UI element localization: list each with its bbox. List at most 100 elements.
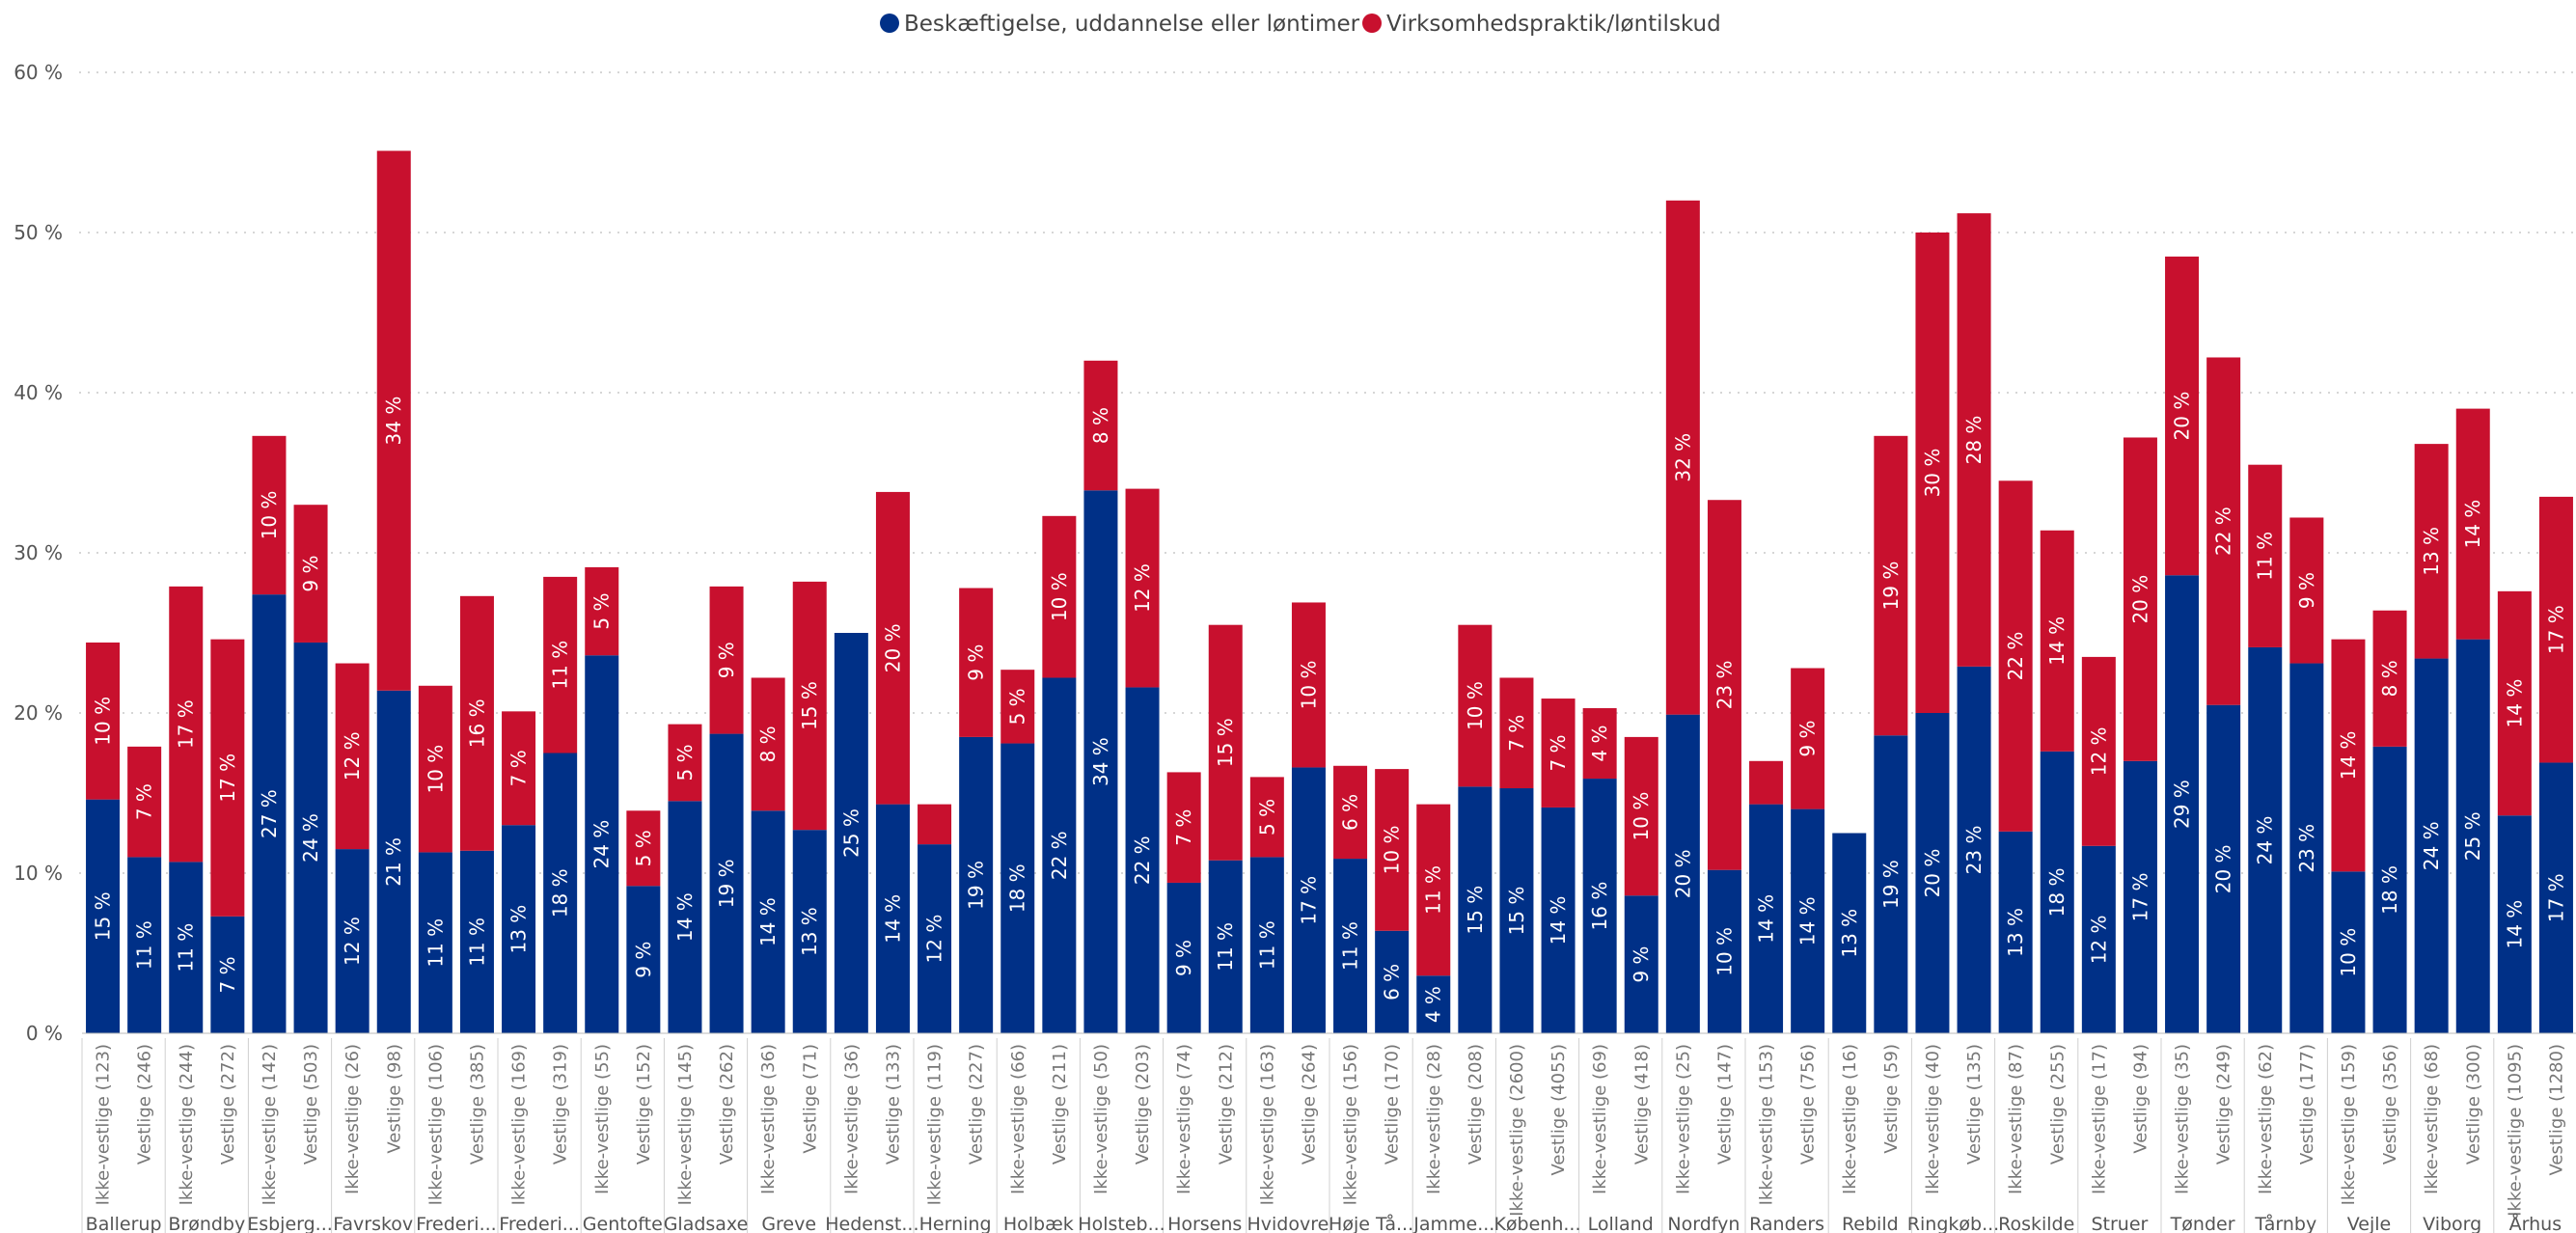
x-group-label: Rebild — [1842, 1214, 1899, 1233]
data-label-internship: 20 % — [2171, 392, 2194, 441]
x-group-label: Jamme... — [1412, 1214, 1494, 1233]
bar-segment-employment — [2248, 646, 2283, 1033]
bar-segment-employment — [2372, 746, 2407, 1033]
bar-segment-internship — [2081, 656, 2116, 846]
data-label-employment: 12 % — [923, 915, 946, 964]
bar-segment-internship — [2414, 444, 2449, 659]
data-label-employment: 10 % — [2337, 928, 2360, 977]
bar-segment-internship — [2455, 408, 2490, 640]
bar-segment-employment — [1083, 490, 1118, 1033]
y-axis: 0 % 10 % 20 % 30 % 40 % 50 % 60 % — [14, 61, 63, 1045]
bar-segment-employment — [1208, 860, 1243, 1033]
data-label-internship: 10 % — [1297, 661, 1320, 710]
x-category-label: Ikke-vestlige (87) — [2006, 1044, 2026, 1194]
y-tick-label: 0 % — [26, 1022, 63, 1045]
gridlines — [79, 71, 2574, 874]
bar-segment-internship — [1749, 760, 1784, 805]
bar-segment-employment — [1291, 767, 1326, 1033]
x-category-label: Ikke-vestlige (35) — [2173, 1044, 2193, 1194]
x-group-label: Frederi... — [416, 1214, 497, 1233]
data-label-internship: 7 % — [1172, 809, 1195, 846]
data-label-employment: 22 % — [1048, 831, 1071, 880]
x-group-label: Gentofte — [583, 1214, 663, 1233]
data-label-internship: 16 % — [465, 699, 488, 748]
bar-segment-employment — [1791, 808, 1825, 1033]
data-label-internship: 8 % — [756, 726, 780, 762]
data-labels: 15 % 10 % 11 % 7 % 11 % 17 % 7 % 17 % 27 % 10 % 24… — [92, 392, 2568, 1024]
bar-segment-employment — [668, 801, 702, 1033]
x-group-label: Herning — [919, 1214, 992, 1233]
x-group-label: Horsens — [1167, 1214, 1242, 1233]
x-group-label: Greve — [761, 1214, 816, 1233]
data-label-employment: 27 % — [258, 789, 281, 838]
data-label-employment: 12 % — [341, 917, 364, 966]
data-label-internship: 22 % — [2212, 507, 2235, 556]
data-label-employment: 18 % — [549, 868, 572, 918]
bar-segment-internship — [293, 505, 328, 643]
x-category-label: Ikke-vestlige (62) — [2256, 1044, 2276, 1194]
bar-segment-internship — [2206, 357, 2241, 705]
bar-segment-employment — [2289, 663, 2324, 1033]
data-label-employment: 13 % — [2004, 908, 2027, 957]
data-label-internship: 9 % — [299, 556, 322, 592]
data-label-employment: 17 % — [2544, 873, 2567, 922]
x-group-label: Århus — [2509, 1213, 2562, 1233]
data-label-employment: 24 % — [2254, 816, 2277, 865]
data-label-internship: 12 % — [1131, 563, 1154, 613]
x-category-label: Vestlige (4055) — [1548, 1044, 1569, 1176]
x-category-label: Vestlige (249) — [2214, 1044, 2234, 1164]
x-category-label: Ikke-vestlige (74) — [1174, 1044, 1194, 1194]
x-group-label: Holsteb... — [1078, 1214, 1165, 1233]
bar-segment-employment — [1582, 779, 1617, 1033]
bar-segment-internship — [1624, 736, 1658, 896]
data-label-internship: 19 % — [1879, 562, 1903, 611]
bar-segment-employment — [127, 857, 162, 1033]
bar-segment-internship — [2331, 639, 2366, 872]
data-label-employment: 4 % — [1422, 986, 1445, 1023]
data-label-internship: 17 % — [2544, 605, 2567, 654]
data-label-internship: 10 % — [424, 745, 447, 794]
bar-segment-internship — [1541, 699, 1576, 808]
bar-segment-internship — [2497, 590, 2532, 816]
data-label-employment: 15 % — [1505, 887, 1528, 936]
bar-segment-internship — [1499, 677, 1534, 789]
data-label-employment: 24 % — [299, 813, 322, 863]
x-category-label: Vestlige (227) — [967, 1044, 987, 1164]
data-label-employment: 25 % — [839, 808, 863, 858]
data-label-employment: 18 % — [2378, 865, 2401, 915]
data-label-employment: 12 % — [2087, 915, 2110, 964]
x-category-label: Vestlige (300) — [2463, 1044, 2483, 1164]
data-label-internship: 7 % — [507, 750, 531, 786]
data-label-employment: 20 % — [1671, 849, 1694, 898]
bar-segment-employment — [2165, 575, 2200, 1033]
x-group-label: Viborg — [2423, 1214, 2481, 1233]
x-group-label: Ringkøb... — [1907, 1214, 1999, 1233]
x-category-label: Vestlige (212) — [1216, 1044, 1236, 1164]
bar-segment-employment — [585, 655, 619, 1033]
data-label-internship: 15 % — [798, 681, 821, 730]
x-category-label: Ikke-vestlige (50) — [1091, 1044, 1111, 1194]
x-group-label: Favrskov — [333, 1214, 413, 1233]
data-label-internship: 28 % — [1962, 416, 1986, 465]
data-label-employment: 9 % — [1630, 946, 1653, 983]
bar-segment-employment — [2538, 762, 2573, 1033]
data-label-internship: 17 % — [175, 699, 198, 749]
x-category-label: Ikke-vestlige (244) — [177, 1044, 197, 1205]
x-category-label: Ikke-vestlige (145) — [675, 1044, 696, 1205]
data-label-internship: 12 % — [2087, 726, 2110, 776]
bar-segment-employment — [418, 852, 452, 1033]
y-tick-label: 60 % — [14, 61, 63, 84]
data-label-employment: 13 % — [507, 905, 531, 954]
data-label-employment: 24 % — [590, 820, 614, 869]
bar-segment-internship — [86, 642, 121, 800]
x-category-label: Ikke-vestlige (66) — [1008, 1044, 1028, 1194]
bar-segment-internship — [751, 677, 785, 811]
bar-segment-internship — [1000, 670, 1035, 744]
data-label-internship: 10 % — [92, 697, 115, 746]
bar-segment-employment — [626, 886, 661, 1033]
x-category-label: Vestlige (246) — [135, 1044, 155, 1164]
bar-segment-internship — [1249, 777, 1284, 858]
data-label-employment: 34 % — [1089, 737, 1112, 786]
bar-segment-internship — [585, 566, 619, 656]
